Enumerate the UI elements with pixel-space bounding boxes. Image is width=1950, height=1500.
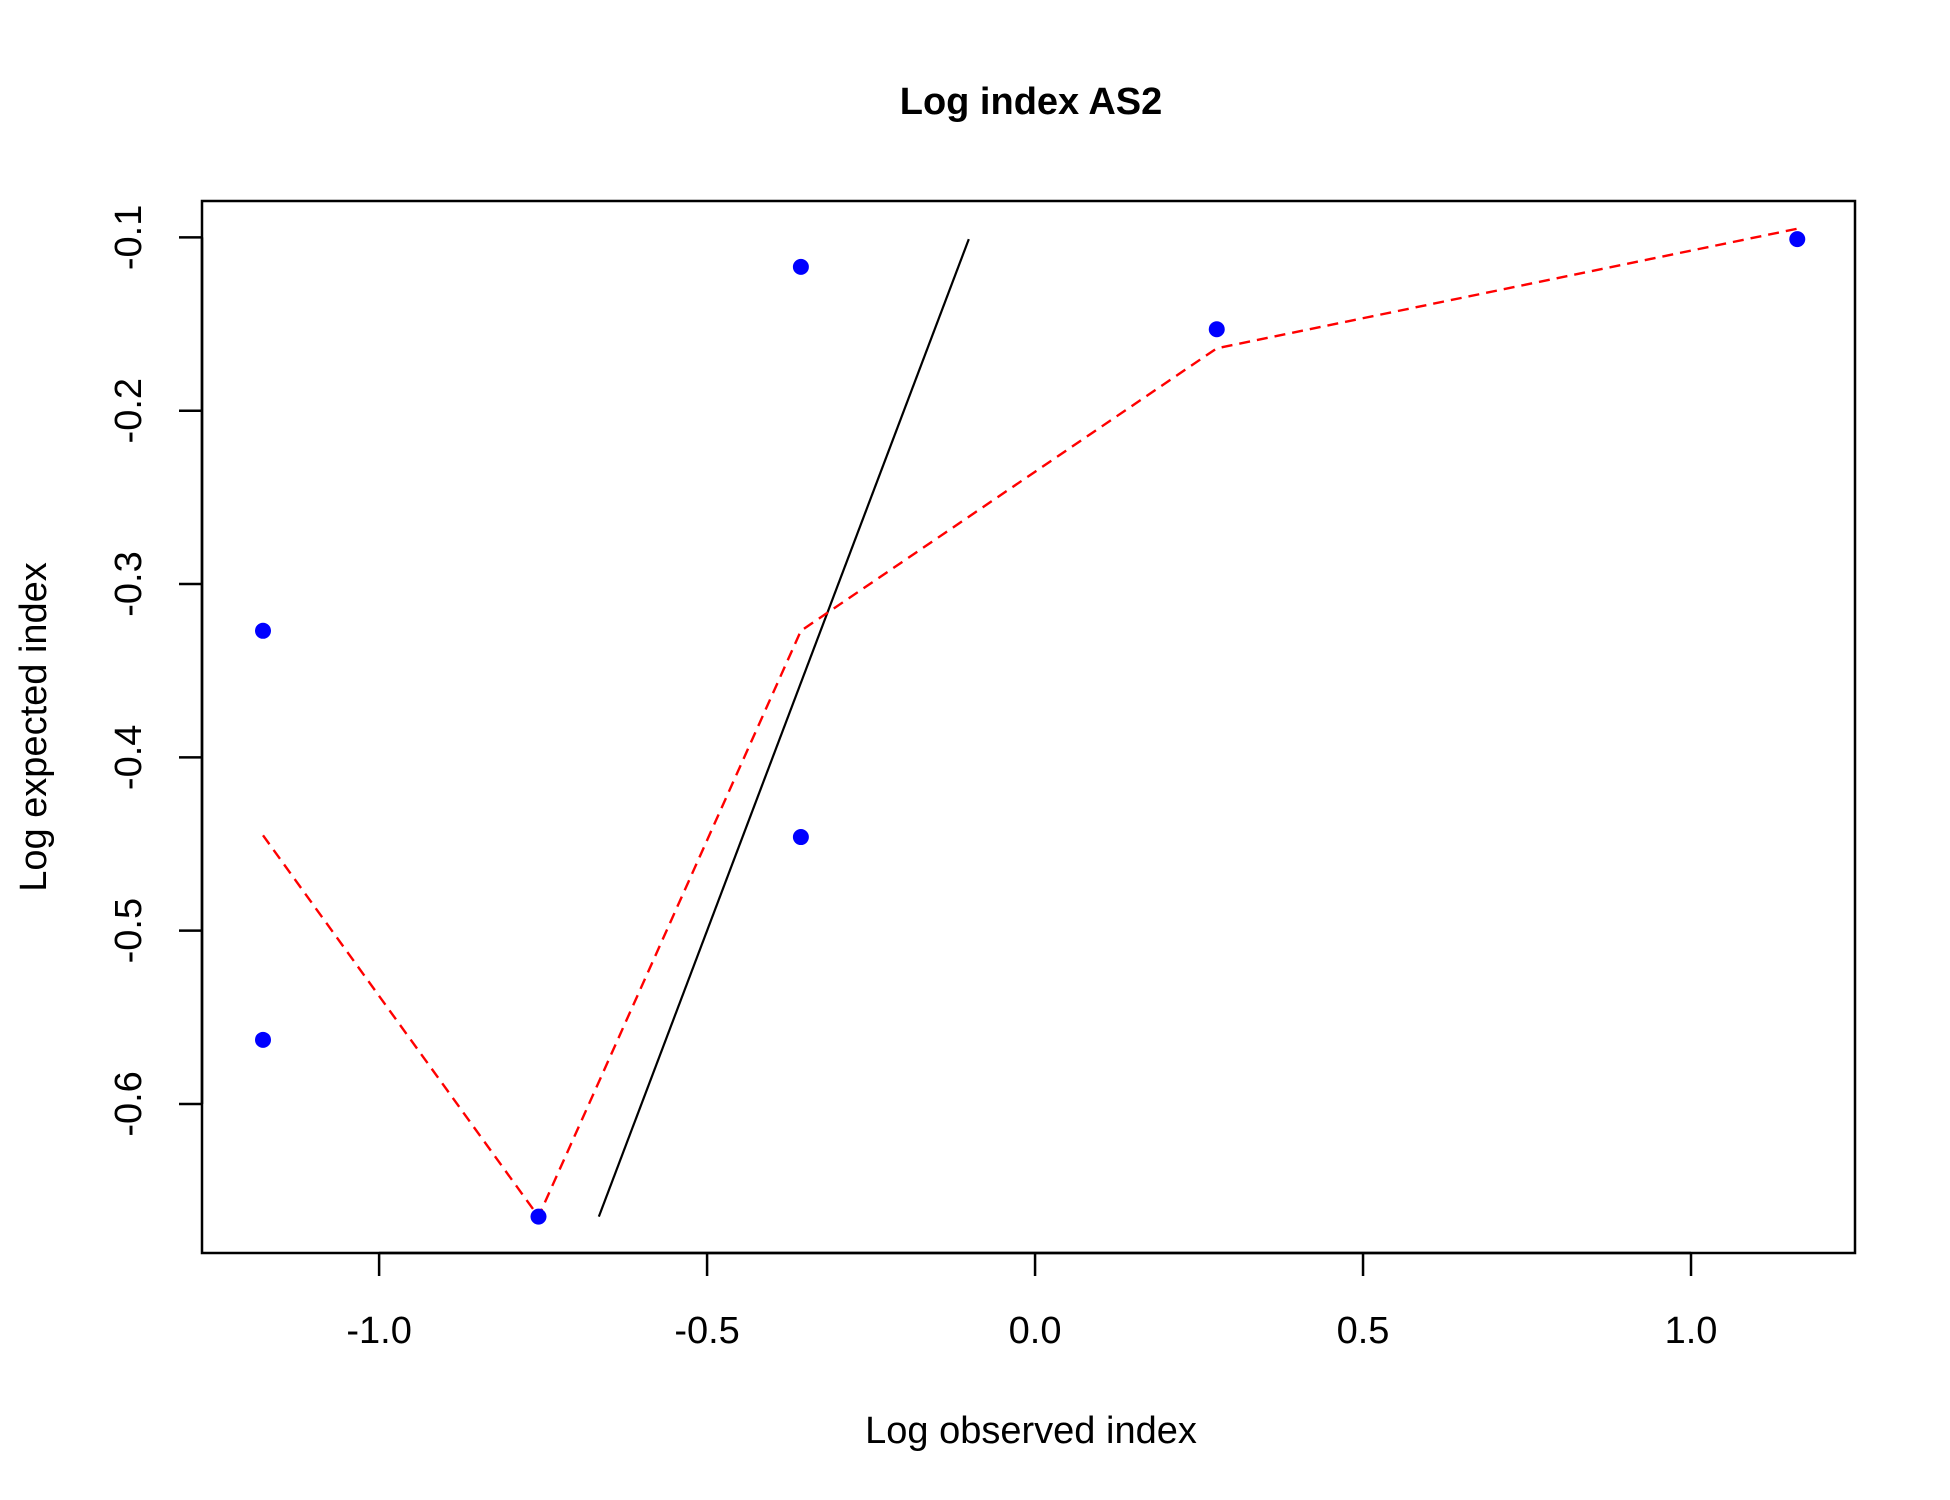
data-point [792, 829, 809, 846]
y-tick-label: -0.6 [108, 1071, 150, 1136]
y-axis: -0.1 -0.2 -0.3 -0.4 -0.5 -0.6 [108, 205, 204, 1137]
y-tick-label: -0.3 [108, 551, 150, 616]
chart-title: Log index AS2 [900, 81, 1163, 123]
data-point [255, 622, 272, 639]
x-tick-label: -0.5 [674, 1310, 739, 1352]
reference-line [597, 238, 970, 1217]
x-axis: -1.0 -0.5 0.0 0.5 1.0 [346, 1251, 1718, 1352]
data-point [530, 1208, 547, 1225]
smoother-line [262, 227, 1798, 1219]
x-axis-label: Log observed index [865, 1410, 1197, 1452]
x-tick-label: -1.0 [346, 1310, 411, 1352]
y-axis-label: Log expected index [13, 562, 55, 892]
data-point [1208, 321, 1225, 338]
plot-frame [200, 199, 1857, 1255]
plot-series [255, 227, 1806, 1225]
y-tick-label: -0.5 [108, 898, 150, 963]
x-tick-label: 1.0 [1665, 1310, 1718, 1352]
y-tick-label: -0.1 [108, 205, 150, 270]
y-tick-label: -0.2 [108, 378, 150, 443]
data-point [792, 258, 809, 275]
data-point [1789, 231, 1806, 248]
x-tick-label: 0.0 [1009, 1310, 1062, 1352]
x-tick-label: 0.5 [1337, 1310, 1390, 1352]
data-point [255, 1031, 272, 1048]
y-tick-label: -0.4 [108, 725, 150, 790]
